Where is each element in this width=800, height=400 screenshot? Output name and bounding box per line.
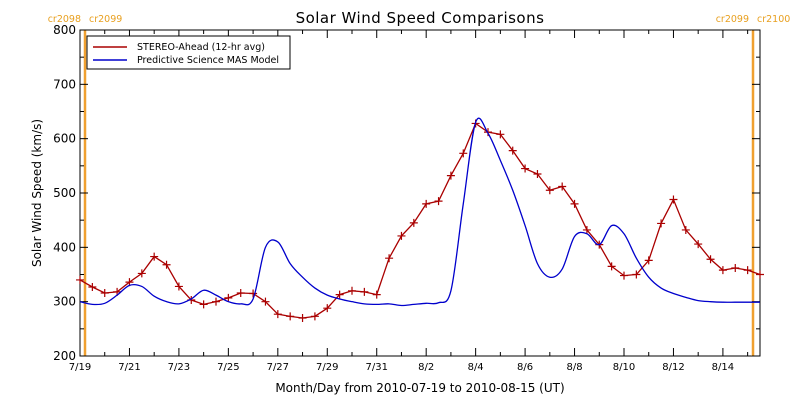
x-tick-label: 8/12	[662, 362, 684, 373]
data-point-marker	[360, 287, 369, 296]
legend-label-stereo: STEREO-Ahead (12-hr avg)	[137, 42, 265, 53]
x-tick-label: 7/23	[168, 362, 190, 373]
data-point-marker	[459, 149, 468, 158]
data-point-marker	[372, 290, 381, 299]
chart-title: Solar Wind Speed Comparisons	[296, 9, 545, 27]
y-tick-label: 400	[53, 240, 76, 254]
data-point-marker	[212, 297, 220, 306]
x-tick-label: 8/6	[517, 362, 533, 373]
y-axis: 200 300 400 500 600 700 800	[53, 23, 760, 363]
carrington-rotation-lines	[83, 30, 755, 356]
carrington-label-left: cr2099	[716, 14, 749, 25]
data-point-marker	[150, 252, 159, 261]
data-point-marker	[88, 282, 97, 291]
x-tick-label: 7/31	[365, 362, 387, 373]
x-tick-label: 8/10	[613, 362, 635, 373]
data-point-marker	[137, 269, 146, 278]
data-point-marker	[706, 255, 715, 264]
y-tick-label: 700	[53, 77, 76, 91]
data-point-marker	[434, 197, 443, 206]
data-point-marker	[422, 199, 431, 208]
plot-frame	[79, 29, 761, 357]
data-point-marker	[224, 293, 233, 302]
x-tick-label: 8/4	[468, 362, 484, 373]
series-line-0	[79, 122, 761, 319]
data-point-marker	[756, 270, 764, 279]
data-point-marker	[607, 262, 616, 271]
x-tick-label: 8/8	[566, 362, 582, 373]
data-point-marker	[657, 219, 666, 228]
x-axis: 7/19 7/21 7/23 7/25 7/27 7/29 7/31 8/2 8/4 8/6 8/8…	[69, 30, 749, 373]
data-point-marker	[310, 312, 319, 321]
legend-label-mas-model: Predictive Science MAS Model	[137, 55, 279, 66]
data-point-marker	[570, 199, 579, 208]
data-point-marker	[273, 310, 282, 319]
data-point-marker	[533, 169, 542, 178]
data-point-marker	[558, 182, 567, 191]
x-tick-label: 7/29	[316, 362, 338, 373]
carrington-label-left: cr2098	[48, 14, 81, 25]
x-tick-label: 7/21	[118, 362, 140, 373]
data-point-marker	[199, 300, 208, 309]
carrington-labels: cr2098 cr2099 cr2099 cr2100	[48, 14, 791, 25]
x-tick-label: 7/19	[69, 362, 91, 373]
x-tick-label: 8/2	[418, 362, 434, 373]
data-point-marker	[348, 286, 356, 295]
data-point-marker	[409, 218, 418, 227]
data-point-marker	[521, 164, 530, 173]
data-point-marker	[249, 289, 258, 298]
legend: STEREO-Ahead (12-hr avg) Predictive Scie…	[86, 35, 291, 70]
y-tick-label: 600	[53, 132, 76, 146]
data-point-marker	[397, 231, 406, 240]
x-tick-label: 8/14	[712, 362, 734, 373]
data-point-marker	[236, 288, 245, 297]
y-tick-label: 800	[53, 23, 76, 37]
data-point-marker	[731, 263, 740, 272]
data-point-marker	[323, 304, 332, 313]
data-point-marker	[100, 288, 109, 297]
data-point-marker	[620, 271, 628, 280]
data-point-marker	[162, 260, 171, 269]
series-line-1	[79, 117, 760, 307]
x-tick-label: 7/25	[217, 362, 239, 373]
data-point-marker	[496, 130, 505, 139]
data-point-marker	[718, 266, 727, 275]
data-point-marker	[335, 290, 344, 299]
data-point-marker	[76, 275, 84, 284]
carrington-label-right: cr2100	[757, 14, 790, 25]
data-point-marker	[545, 186, 554, 195]
y-tick-label: 200	[53, 349, 76, 363]
data-point-marker	[385, 254, 394, 263]
y-axis-label: Solar Wind Speed (km/s)	[30, 119, 44, 267]
data-point-marker	[261, 297, 270, 306]
data-point-marker	[632, 270, 641, 279]
data-point-marker	[694, 240, 703, 249]
series-layer	[76, 117, 764, 322]
data-point-marker	[174, 282, 183, 291]
y-tick-label: 500	[53, 186, 76, 200]
x-tick-label: 7/27	[267, 362, 289, 373]
data-point-marker	[446, 171, 455, 180]
data-point-marker	[508, 146, 517, 155]
data-point-marker	[743, 266, 752, 275]
data-point-marker	[669, 195, 678, 204]
data-point-marker	[681, 225, 690, 234]
legend-box	[86, 35, 291, 70]
data-point-marker	[582, 225, 591, 234]
x-axis-label: Month/Day from 2010-07-19 to 2010-08-15 …	[275, 381, 564, 395]
carrington-label-right: cr2099	[89, 14, 122, 25]
data-point-marker	[298, 313, 307, 322]
data-point-marker	[644, 256, 653, 265]
data-point-marker	[286, 312, 295, 321]
y-tick-label: 300	[53, 295, 76, 309]
